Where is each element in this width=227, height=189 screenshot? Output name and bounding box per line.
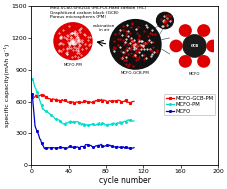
Line: MCFO-GCB-PM: MCFO-GCB-PM: [31, 94, 134, 104]
MCFO-GCB-PM: [127, 101, 130, 104]
X-axis label: cycle number: cycle number: [98, 176, 150, 185]
Line: MCFO-PM: MCFO-PM: [31, 78, 134, 126]
MCFO-GCB-PM: [79, 101, 82, 104]
MCFO-GCB-PM: [31, 96, 34, 98]
Y-axis label: specific capacity(mAh g⁻¹): specific capacity(mAh g⁻¹): [4, 44, 10, 127]
MCFO-GCB-PM: [104, 100, 107, 102]
MCFO: [31, 93, 34, 95]
MCFO-GCB-PM: [62, 100, 64, 102]
MCFO-PM: [126, 119, 129, 121]
MCFO-GCB-PM: [132, 100, 135, 103]
MCFO-PM: [130, 120, 133, 122]
MCFO-GCB-PM: [74, 102, 76, 104]
MCFO-GCB-PM: [82, 100, 85, 103]
MCFO: [43, 147, 46, 150]
MCFO: [78, 146, 81, 149]
MCFO-PM: [103, 124, 106, 126]
Line: MCFO: MCFO: [31, 93, 134, 149]
MCFO-PM: [61, 122, 63, 124]
MCFO-PM: [31, 78, 34, 80]
MCFO-PM: [77, 122, 80, 124]
MCFO: [130, 147, 133, 149]
MCFO-PM: [132, 120, 135, 122]
MCFO: [132, 146, 135, 149]
MCFO: [81, 145, 84, 148]
MCFO: [62, 146, 64, 149]
MCFO-GCB-PM: [40, 94, 43, 96]
MCFO-PM: [86, 124, 89, 127]
MCFO-PM: [80, 124, 83, 126]
Legend: MCFO-GCB-PM, MCFO-PM, MCFO: MCFO-GCB-PM, MCFO-PM, MCFO: [163, 94, 214, 115]
MCFO-GCB-PM: [131, 100, 134, 103]
MCFO: [126, 147, 129, 149]
MCFO: [103, 145, 106, 147]
